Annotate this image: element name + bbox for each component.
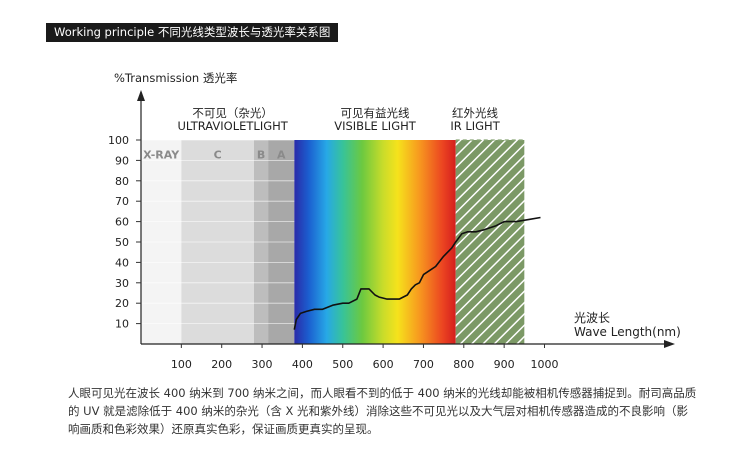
y-tick-label: 90 (115, 154, 129, 167)
y-tick-label: 70 (115, 195, 129, 208)
region-label: X-RAY (143, 148, 180, 161)
zone-label-en: ULTRAVIOLETLIGHT (178, 119, 289, 133)
x-tick-label: 300 (252, 358, 273, 371)
y-tick-label: 10 (115, 318, 129, 331)
x-tick-label: 100 (171, 358, 192, 371)
x-tick-label: 600 (373, 358, 394, 371)
zone-label-cn: 不可见（杂光） (192, 106, 273, 120)
x-tick-label: 200 (211, 358, 232, 371)
y-tick-label: 60 (115, 216, 129, 229)
region-label: B (257, 148, 265, 161)
region-label: C (214, 148, 222, 161)
y-axis-label: %Transmission 透光率 (114, 71, 237, 85)
x-axis-arrow (664, 340, 675, 348)
x-tick-label: 700 (413, 358, 434, 371)
region-label: A (277, 148, 286, 161)
zone-label-en: IR LIGHT (450, 119, 500, 133)
y-tick-label: 30 (115, 277, 129, 290)
ir-hatched-band (456, 140, 525, 344)
zone-label-cn: 红外光线 (452, 106, 498, 120)
x-axis-label-cn: 光波长 (574, 311, 610, 325)
x-tick-label: 400 (292, 358, 313, 371)
y-tick-label: 20 (115, 297, 129, 310)
zone-label-cn: 可见有益光线 (341, 106, 410, 120)
description-paragraph: 人眼可见光在波长 400 纳米到 700 纳米之间，而人眼看不到的低于 400 … (68, 384, 698, 438)
zone-label-en: VISIBLE LIGHT (334, 119, 417, 133)
x-axis-label-en: Wave Length(nm) (574, 325, 681, 339)
x-tick-label: 900 (494, 358, 515, 371)
y-tick-label: 100 (108, 134, 129, 147)
y-tick-label: 80 (115, 175, 129, 188)
y-axis-arrow (137, 90, 145, 101)
transmission-chart: X-RAY C B A 10 20 30 40 50 60 70 80 90 100 100 200 300 4… (0, 0, 750, 380)
y-tick-label: 50 (115, 236, 129, 249)
x-tick-label: 500 (332, 358, 353, 371)
x-tick-label: 1000 (531, 358, 559, 371)
visible-spectrum-band (294, 140, 455, 344)
x-tick-label: 800 (453, 358, 474, 371)
y-tick-label: 40 (115, 256, 129, 269)
